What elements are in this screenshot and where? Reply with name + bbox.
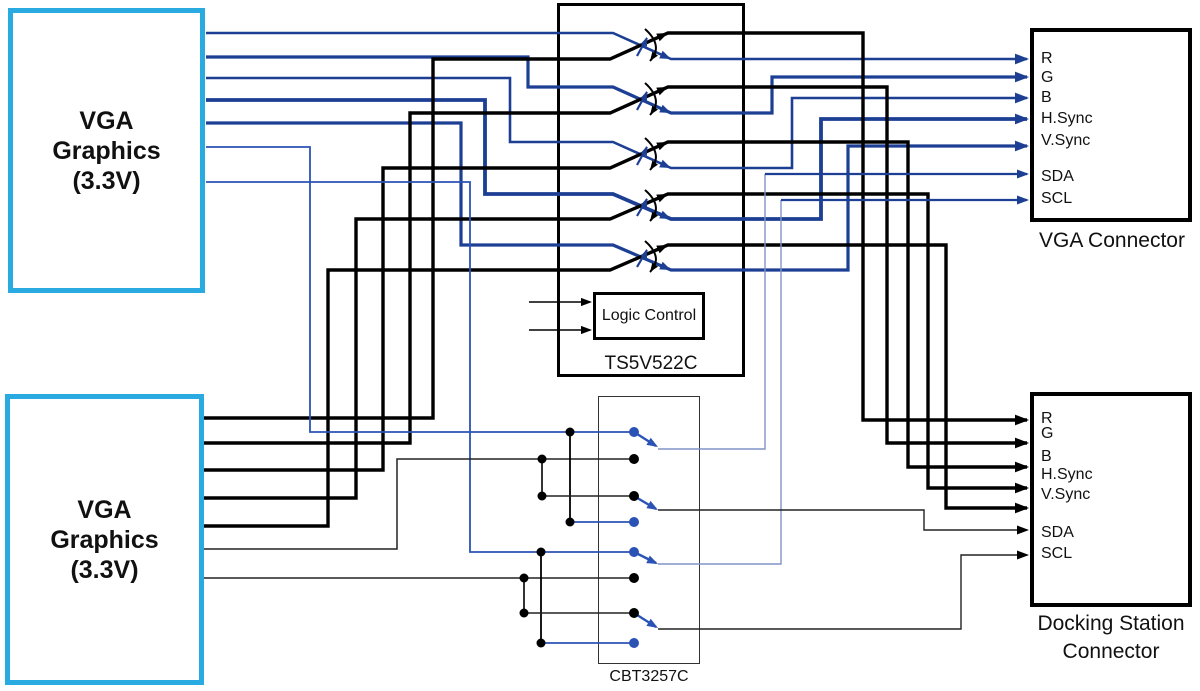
junction-dot xyxy=(536,547,546,557)
block-label: Graphics xyxy=(52,136,161,165)
block-label: Graphics xyxy=(50,525,159,554)
pin-label-hsync: H.Sync xyxy=(1041,110,1093,127)
pin-label-g: G xyxy=(1041,425,1054,442)
pin-label-hsync: H.Sync xyxy=(1041,466,1093,483)
arrowhead-icon xyxy=(1015,437,1029,449)
docking-caption-line: Connector xyxy=(1062,640,1160,663)
vga-connector-block xyxy=(1030,28,1192,222)
arrowhead-icon xyxy=(1015,414,1029,426)
junction-dot xyxy=(536,638,546,648)
block-label: (3.3V) xyxy=(72,166,141,195)
pin-label-g: G xyxy=(1041,69,1054,86)
arrowhead-icon xyxy=(1015,482,1029,494)
pin-label-b: B xyxy=(1041,89,1052,106)
pin-label-vsync: V.Sync xyxy=(1041,486,1091,503)
junction-dot xyxy=(519,608,529,618)
pin-label-vsync: V.Sync xyxy=(1041,132,1091,149)
block-label: VGA xyxy=(77,495,132,524)
arrowhead-icon xyxy=(1015,92,1029,104)
arrowhead-icon xyxy=(1017,195,1029,205)
wire-vga2-sda xyxy=(204,458,634,550)
arrowhead-icon xyxy=(1015,113,1029,125)
arrowhead-icon xyxy=(1015,71,1029,83)
arrowhead-icon xyxy=(1015,461,1029,473)
pin-label-scl: SCL xyxy=(1041,190,1073,207)
pin-label-sda: SDA xyxy=(1041,168,1074,185)
junction-dot xyxy=(537,454,547,464)
ts5v522c-label: TS5V522C xyxy=(604,353,698,374)
docking-connector-block xyxy=(1030,392,1192,607)
arrowhead-icon xyxy=(1015,53,1029,65)
docking-caption-line: Docking Station xyxy=(1037,612,1185,635)
pin-label-r: R xyxy=(1041,410,1053,427)
cbt3257c-label: CBT3257C xyxy=(609,668,689,685)
pin-label-sda: SDA xyxy=(1041,524,1074,541)
wire-cbt-out-scl-dock xyxy=(658,554,1027,630)
arrowhead-icon xyxy=(1017,525,1029,535)
cbt3257c-block xyxy=(598,396,700,664)
pin-label-b: B xyxy=(1041,448,1052,465)
junction-dot xyxy=(519,573,529,583)
docking-connector-caption: Docking Station Connector xyxy=(1001,610,1200,666)
logic-control-block: Logic Control xyxy=(593,292,705,340)
junction-dot xyxy=(565,427,575,437)
arrowhead-icon xyxy=(1017,550,1029,560)
block-label: (3.3V) xyxy=(70,555,139,584)
arrowhead-icon xyxy=(1017,169,1029,179)
wire-cbt-out-sda-dock xyxy=(658,509,1027,531)
pin-label-r: R xyxy=(1041,50,1053,67)
junction-dot xyxy=(537,491,547,501)
pin-label-scl: SCL xyxy=(1041,545,1073,562)
arrowhead-icon xyxy=(1015,140,1029,152)
vga-graphics-top-block: VGA Graphics (3.3V) xyxy=(8,8,205,293)
vga-connector-caption: VGA Connector xyxy=(1039,229,1185,252)
block-label: VGA xyxy=(79,106,134,135)
junction-dot xyxy=(565,517,575,527)
logic-control-label: Logic Control xyxy=(601,307,697,324)
vga-graphics-bottom-block: VGA Graphics (3.3V) xyxy=(5,394,204,685)
arrowhead-icon xyxy=(1015,502,1029,514)
